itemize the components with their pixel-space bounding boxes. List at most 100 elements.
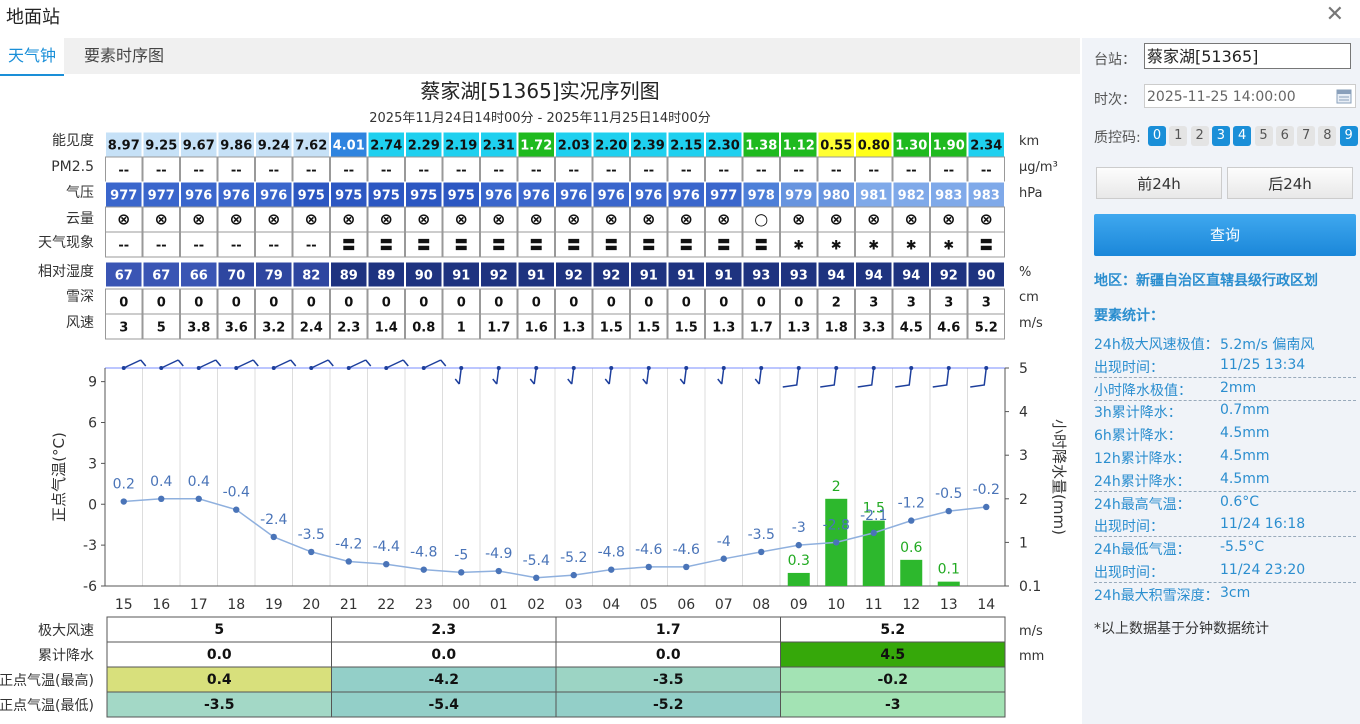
tab-weather-clock[interactable]: 天气钟 [0,38,65,76]
cell-humidity-value: 93 [790,269,808,284]
temperature-label: -2.4 [260,512,287,528]
row-label-cloud: 云量 [66,211,94,227]
cell-snow [480,288,518,315]
wind-barb [717,367,725,385]
cell-weather-value: 〓 [530,239,543,254]
cell-wind-value: 2.4 [300,321,323,336]
row-unit-wind: m/s [1019,316,1043,331]
cell-wind [630,313,668,340]
qc-code-6[interactable]: 6 [1275,126,1294,146]
qc-code-7[interactable]: 7 [1297,126,1316,146]
stat-key: 24h最高气温： [1094,496,1191,513]
close-icon[interactable]: ✕ [1325,2,1344,27]
temperature-point [158,495,165,502]
temperature-label: -2.8 [823,517,850,533]
cell-wind [855,313,893,340]
tab-element-series[interactable]: 要素时序图 [84,46,165,65]
cell-snow [292,288,330,315]
cell-weather [780,231,818,258]
x-tick-label: 12 [902,597,920,613]
cell-visibility-value: 2.30 [708,139,740,154]
qc-label: 质控码: [1094,130,1141,146]
row-label-wind: 风速 [66,315,94,331]
summary-value-max_wind: 1.7 [656,622,681,638]
cell-snow-value: 0 [119,296,128,311]
cell-weather-value: ✱ [943,239,954,254]
cell-humidity [217,261,255,288]
qc-code-5[interactable]: 5 [1254,126,1273,146]
y2-axis-title: 小时降水量(mm) [1050,419,1068,535]
cell-visibility-value: 2.31 [483,139,515,154]
stat-row: 24h累计降水： 4.5mm [1094,469,1356,492]
cell-snow [855,288,893,315]
cell-cloud-value: ⊗ [492,210,505,229]
cell-pressure-value: 975 [410,189,437,204]
qc-code-1[interactable]: 1 [1169,126,1188,146]
summary-cell-max_wind [780,616,1006,643]
cell-humidity-value: 89 [340,269,358,284]
stat-key: 出现时间： [1094,565,1164,581]
cell-pressure-value: 976 [185,189,212,204]
stat-row: 24h最高气温： 0.6°C [1094,492,1356,514]
cell-pressure [555,181,593,208]
chart-title: 蔡家湖[51365]实况序列图 [420,79,659,103]
summary-value-tmin: -3 [885,697,901,713]
cell-snow [105,288,143,315]
cell-visibility-value: 1.38 [745,139,777,154]
cell-humidity [967,261,1005,288]
cell-pressure [480,181,518,208]
cell-pm25 [255,156,293,183]
cell-cloud-value: ⊗ [867,210,880,229]
cell-snow [705,288,743,315]
temperature-label: -4.6 [673,542,700,558]
cell-cloud [780,206,818,233]
wind-barb [820,367,837,388]
cell-humidity [292,261,330,288]
summary-value-tmax: 0.4 [207,672,232,688]
precip-bar [900,559,923,586]
cell-pm25-value: -- [681,164,692,179]
y-tick-label: 6 [88,416,97,432]
y2-tick-label: 5 [1019,361,1028,377]
prev-24h-button[interactable]: 前24h [1096,167,1222,199]
stat-row: 12h累计降水： 4.5mm [1094,446,1356,468]
station-input[interactable]: 蔡家湖[51365] [1144,43,1351,69]
cell-pm25-value: -- [193,164,204,179]
cell-cloud-value: ⊗ [942,210,955,229]
stat-row: 24h最低气温： -5.5°C [1094,537,1356,559]
cell-pressure [742,181,780,208]
cell-humidity-value: 91 [527,269,545,284]
x-tick-label: 13 [940,597,958,613]
cell-humidity [667,261,705,288]
cell-pm25-value: -- [831,164,842,179]
qc-code-9[interactable]: 9 [1339,126,1358,146]
qc-code-0[interactable]: 0 [1148,126,1166,146]
qc-code-8[interactable]: 8 [1318,126,1337,146]
query-button[interactable]: 查询 [1094,214,1356,256]
qc-code-3[interactable]: 3 [1211,126,1230,146]
cell-pressure-value: 980 [823,189,850,204]
cell-snow-value: 0 [194,296,203,311]
stat-key: 12h累计降水： [1094,451,1191,467]
precip-label: 0.6 [900,540,922,556]
cell-pressure-value: 976 [485,189,512,204]
cell-pm25 [855,156,893,183]
temperature-label: -1.2 [898,496,925,512]
next-24h-button[interactable]: 后24h [1227,167,1353,199]
stat-row: 出现时间： 11/24 23:20 [1094,560,1356,583]
calendar-icon[interactable] [1336,88,1352,104]
cell-snow-value: 0 [494,296,503,311]
stat-value: 4.5mm [1220,470,1270,487]
cell-visibility-value: 2.29 [408,139,440,154]
qc-code-2[interactable]: 2 [1190,126,1209,146]
cell-weather-value: 〓 [605,239,618,254]
summary-cell-tmax [331,666,557,693]
cell-pm25 [630,156,668,183]
cell-wind-value: 1.6 [525,321,548,336]
stat-value: 0.6°C [1220,493,1260,510]
precip-bar [862,520,885,586]
cell-weather [180,231,218,258]
time-input[interactable]: 2025-11-25 14:00:00 [1144,84,1356,108]
cell-snow-value: 0 [457,296,466,311]
qc-code-4[interactable]: 4 [1233,126,1252,146]
